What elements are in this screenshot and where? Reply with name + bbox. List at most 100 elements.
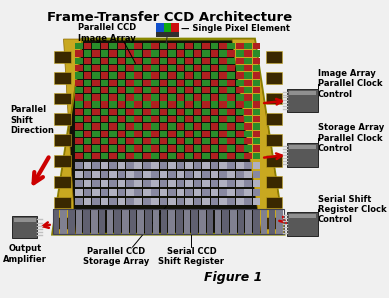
Bar [168,189,176,196]
Bar [177,116,184,122]
Bar [219,101,227,108]
Bar [210,138,218,145]
Bar [143,180,151,187]
Bar [177,138,184,145]
Bar [261,209,268,234]
Bar [126,123,134,130]
Bar [185,87,193,93]
Bar [75,198,83,205]
Bar [168,138,176,145]
Bar [151,162,159,170]
Bar [135,180,142,187]
Bar [75,80,83,86]
Bar [236,180,244,187]
Bar [135,198,142,205]
Bar [135,65,142,71]
Bar [84,162,91,170]
Bar [185,189,193,196]
Bar [253,58,261,64]
Bar [107,209,113,234]
Bar [236,87,244,93]
Bar [210,162,218,170]
Bar [266,113,282,125]
Bar [153,209,159,234]
Bar [185,72,193,79]
Bar [117,180,125,187]
Bar [202,171,210,179]
Bar [168,101,176,108]
Bar [177,153,184,159]
Bar [135,138,142,145]
Bar [194,58,201,64]
Polygon shape [53,39,284,234]
Bar [91,209,98,234]
Bar [160,101,168,108]
Bar [185,50,193,57]
Bar [202,72,210,79]
Bar [244,80,252,86]
Bar [109,72,117,79]
Bar [236,171,244,179]
Bar [210,145,218,152]
Bar [143,58,151,64]
Bar [168,209,175,234]
Bar [287,143,318,167]
Bar [185,101,193,108]
Bar [75,162,83,170]
Bar [109,109,117,115]
Bar [160,198,168,205]
Bar [236,94,244,100]
Bar [236,109,244,115]
Bar [253,72,261,79]
Bar [75,101,83,108]
Text: Parallel CCD
Image Array: Parallel CCD Image Array [78,23,137,43]
Bar [109,50,117,57]
Bar [253,209,260,234]
Bar [75,87,83,93]
Bar [126,180,134,187]
Bar [168,43,176,49]
Bar [202,138,210,145]
Bar [228,72,235,79]
Bar [202,116,210,122]
Bar [117,50,125,57]
Text: Parallel CCD
Storage Array: Parallel CCD Storage Array [82,247,149,266]
Bar [109,145,117,152]
Bar [135,145,142,152]
Bar [75,72,83,79]
Bar [92,171,100,179]
Bar [168,198,176,205]
Bar [177,131,184,137]
Bar [109,80,117,86]
Bar [185,80,193,86]
Bar [253,123,261,130]
Bar [202,180,210,187]
Bar [135,58,142,64]
Bar [194,198,201,205]
Bar [101,145,108,152]
Bar [228,109,235,115]
Bar [160,153,168,159]
Bar [135,43,142,49]
Bar [151,65,159,71]
Bar [185,162,193,170]
Bar [84,131,91,137]
Bar [117,138,125,145]
Bar [194,180,201,187]
Bar [75,153,83,159]
Bar [151,131,159,137]
Bar [219,138,227,145]
Bar [194,189,201,196]
Bar [244,109,252,115]
Bar [126,145,134,152]
Bar [143,171,151,179]
Bar [126,87,134,93]
Bar [135,189,142,196]
Bar [289,214,316,218]
Bar [84,123,91,130]
Bar [101,138,108,145]
Bar [168,131,176,137]
Bar [14,218,36,222]
Bar [210,109,218,115]
Bar [177,65,184,71]
